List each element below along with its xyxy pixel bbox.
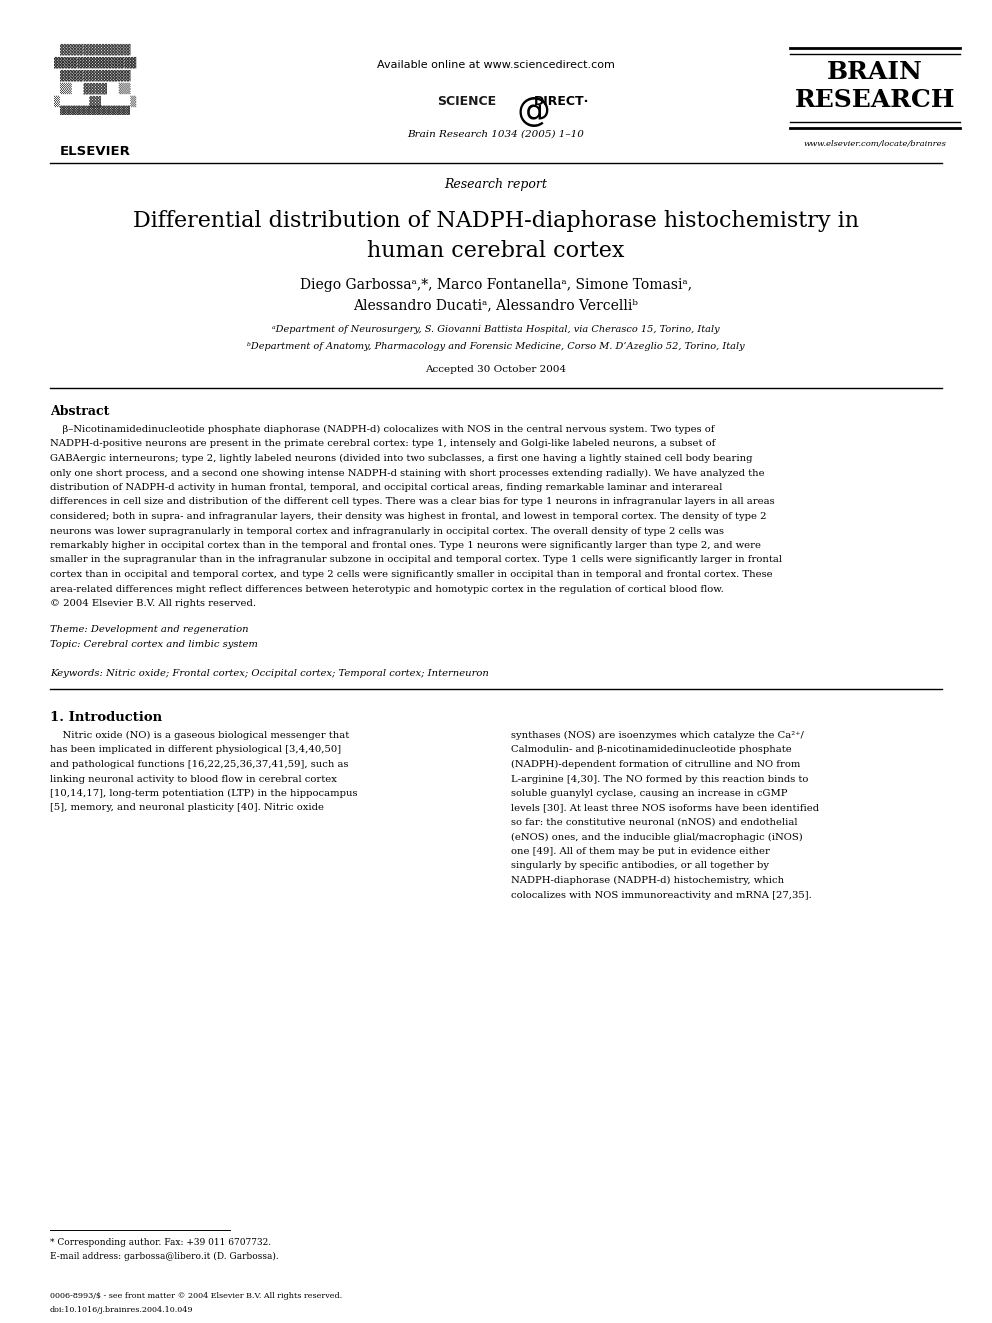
Text: singularly by specific antibodies, or all together by: singularly by specific antibodies, or al… [511, 861, 769, 871]
Text: differences in cell size and distribution of the different cell types. There was: differences in cell size and distributio… [50, 497, 775, 507]
Text: Abstract: Abstract [50, 405, 109, 418]
Text: remarkably higher in occipital cortex than in the temporal and frontal ones. Typ: remarkably higher in occipital cortex th… [50, 541, 761, 550]
Text: Diego Garbossaᵃ,*, Marco Fontanellaᵃ, Simone Tomasiᵃ,: Diego Garbossaᵃ,*, Marco Fontanellaᵃ, Si… [300, 278, 692, 292]
Text: colocalizes with NOS immunoreactivity and mRNA [27,35].: colocalizes with NOS immunoreactivity an… [511, 890, 811, 900]
Text: β–Nicotinamidedinucleotide phosphate diaphorase (NADPH-d) colocalizes with NOS i: β–Nicotinamidedinucleotide phosphate dia… [50, 425, 714, 434]
Text: 0006-8993/$ - see front matter © 2004 Elsevier B.V. All rights reserved.: 0006-8993/$ - see front matter © 2004 El… [50, 1293, 342, 1301]
Text: ELSEVIER: ELSEVIER [60, 146, 130, 157]
Text: BRAIN: BRAIN [827, 60, 923, 83]
Text: doi:10.1016/j.brainres.2004.10.049: doi:10.1016/j.brainres.2004.10.049 [50, 1306, 193, 1314]
Text: distribution of NADPH-d activity in human frontal, temporal, and occipital corti: distribution of NADPH-d activity in huma… [50, 483, 722, 492]
Text: L-arginine [4,30]. The NO formed by this reaction binds to: L-arginine [4,30]. The NO formed by this… [511, 774, 808, 783]
Text: DIRECT·: DIRECT· [534, 95, 589, 108]
Text: Nitric oxide (NO) is a gaseous biological messenger that: Nitric oxide (NO) is a gaseous biologica… [50, 732, 349, 740]
Text: considered; both in supra- and infragranular layers, their density was highest i: considered; both in supra- and infragran… [50, 512, 767, 521]
Bar [30, 38, 160, 136]
Text: ▓▓▓▓▓▓▓▓▓▓▓▓▓▓: ▓▓▓▓▓▓▓▓▓▓▓▓▓▓ [60, 106, 130, 115]
Text: Theme: Development and regeneration: Theme: Development and regeneration [50, 626, 249, 635]
Text: neurons was lower supragranularly in temporal cortex and infragranularly in occi: neurons was lower supragranularly in tem… [50, 527, 724, 536]
Text: NADPH-d-positive neurons are present in the primate cerebral cortex: type 1, int: NADPH-d-positive neurons are present in … [50, 439, 715, 448]
Text: Topic: Cerebral cortex and limbic system: Topic: Cerebral cortex and limbic system [50, 640, 258, 650]
Text: synthases (NOS) are isoenzymes which catalyze the Ca²⁺/: synthases (NOS) are isoenzymes which cat… [511, 732, 804, 740]
Text: © 2004 Elsevier B.V. All rights reserved.: © 2004 Elsevier B.V. All rights reserved… [50, 599, 256, 609]
Text: one [49]. All of them may be put in evidence either: one [49]. All of them may be put in evid… [511, 847, 770, 856]
Text: [5], memory, and neuronal plasticity [40]. Nitric oxide: [5], memory, and neuronal plasticity [40… [50, 803, 324, 812]
Text: Alessandro Ducatiᵃ, Alessandro Vercelliᵇ: Alessandro Ducatiᵃ, Alessandro Vercelliᵇ [353, 298, 639, 312]
Text: cortex than in occipital and temporal cortex, and type 2 cells were significantl: cortex than in occipital and temporal co… [50, 570, 773, 579]
Text: ▓▓▓▓▓▓▓▓▓▓▓▓: ▓▓▓▓▓▓▓▓▓▓▓▓ [60, 44, 130, 54]
Text: soluble guanylyl cyclase, causing an increase in cGMP: soluble guanylyl cyclase, causing an inc… [511, 789, 788, 798]
Text: RESEARCH: RESEARCH [795, 89, 955, 112]
Text: linking neuronal activity to blood flow in cerebral cortex: linking neuronal activity to blood flow … [50, 774, 337, 783]
Text: Available online at www.sciencedirect.com: Available online at www.sciencedirect.co… [377, 60, 615, 70]
Text: Calmodulin- and β-nicotinamidedinucleotide phosphate: Calmodulin- and β-nicotinamidedinucleoti… [511, 745, 792, 754]
Text: and pathological functions [16,22,25,36,37,41,59], such as: and pathological functions [16,22,25,36,… [50, 759, 348, 769]
Text: (NADPH)-dependent formation of citrulline and NO from: (NADPH)-dependent formation of citrullin… [511, 759, 801, 769]
Text: area-related differences might reflect differences between heterotypic and homot: area-related differences might reflect d… [50, 585, 724, 594]
Text: (eNOS) ones, and the inducible glial/macrophagic (iNOS): (eNOS) ones, and the inducible glial/mac… [511, 832, 803, 841]
Text: ▓▓▓▓▓▓▓▓▓▓▓▓▓▓: ▓▓▓▓▓▓▓▓▓▓▓▓▓▓ [54, 56, 136, 67]
Text: Differential distribution of NADPH-diaphorase histochemistry in: Differential distribution of NADPH-diaph… [133, 210, 859, 232]
Text: GABAergic interneurons; type 2, lightly labeled neurons (divided into two subcla: GABAergic interneurons; type 2, lightly … [50, 454, 753, 463]
Text: ▒     ▓▓     ▒: ▒ ▓▓ ▒ [54, 95, 136, 107]
Text: has been implicated in different physiological [3,4,40,50]: has been implicated in different physiol… [50, 745, 341, 754]
Text: NADPH-diaphorase (NADPH-d) histochemistry, which: NADPH-diaphorase (NADPH-d) histochemistr… [511, 876, 784, 885]
Text: Keywords: Nitric oxide; Frontal cortex; Occipital cortex; Temporal cortex; Inter: Keywords: Nitric oxide; Frontal cortex; … [50, 669, 489, 677]
Text: Research report: Research report [444, 179, 548, 191]
Text: Brain Research 1034 (2005) 1–10: Brain Research 1034 (2005) 1–10 [408, 130, 584, 139]
Text: levels [30]. At least three NOS isoforms have been identified: levels [30]. At least three NOS isoforms… [511, 803, 819, 812]
Text: 1. Introduction: 1. Introduction [50, 710, 162, 724]
Text: ᵃDepartment of Neurosurgery, S. Giovanni Battista Hospital, via Cherasco 15, Tor: ᵃDepartment of Neurosurgery, S. Giovanni… [272, 325, 720, 333]
Text: [10,14,17], long-term potentiation (LTP) in the hippocampus: [10,14,17], long-term potentiation (LTP)… [50, 789, 357, 798]
Text: www.elsevier.com/locate/brainres: www.elsevier.com/locate/brainres [804, 140, 946, 148]
Text: ▒▒  ▓▓▓▓  ▒▒: ▒▒ ▓▓▓▓ ▒▒ [60, 82, 130, 94]
Text: human cerebral cortex: human cerebral cortex [367, 239, 625, 262]
Text: * Corresponding author. Fax: +39 011 6707732.: * Corresponding author. Fax: +39 011 670… [50, 1238, 271, 1248]
Text: E-mail address: garbossa@libero.it (D. Garbossa).: E-mail address: garbossa@libero.it (D. G… [50, 1252, 279, 1261]
Text: ▓▓▓▓▓▓▓▓▓▓▓▓: ▓▓▓▓▓▓▓▓▓▓▓▓ [60, 69, 130, 81]
Text: ᵇDepartment of Anatomy, Pharmacology and Forensic Medicine, Corso M. D’Azeglio 5: ᵇDepartment of Anatomy, Pharmacology and… [247, 343, 745, 351]
Text: @: @ [496, 95, 551, 128]
Text: only one short process, and a second one showing intense NADPH-d staining with s: only one short process, and a second one… [50, 468, 765, 478]
Text: so far: the constitutive neuronal (nNOS) and endothelial: so far: the constitutive neuronal (nNOS)… [511, 818, 798, 827]
Text: smaller in the supragranular than in the infragranular subzone in occipital and : smaller in the supragranular than in the… [50, 556, 782, 565]
Text: SCIENCE: SCIENCE [436, 95, 496, 108]
Text: Accepted 30 October 2004: Accepted 30 October 2004 [426, 365, 566, 374]
